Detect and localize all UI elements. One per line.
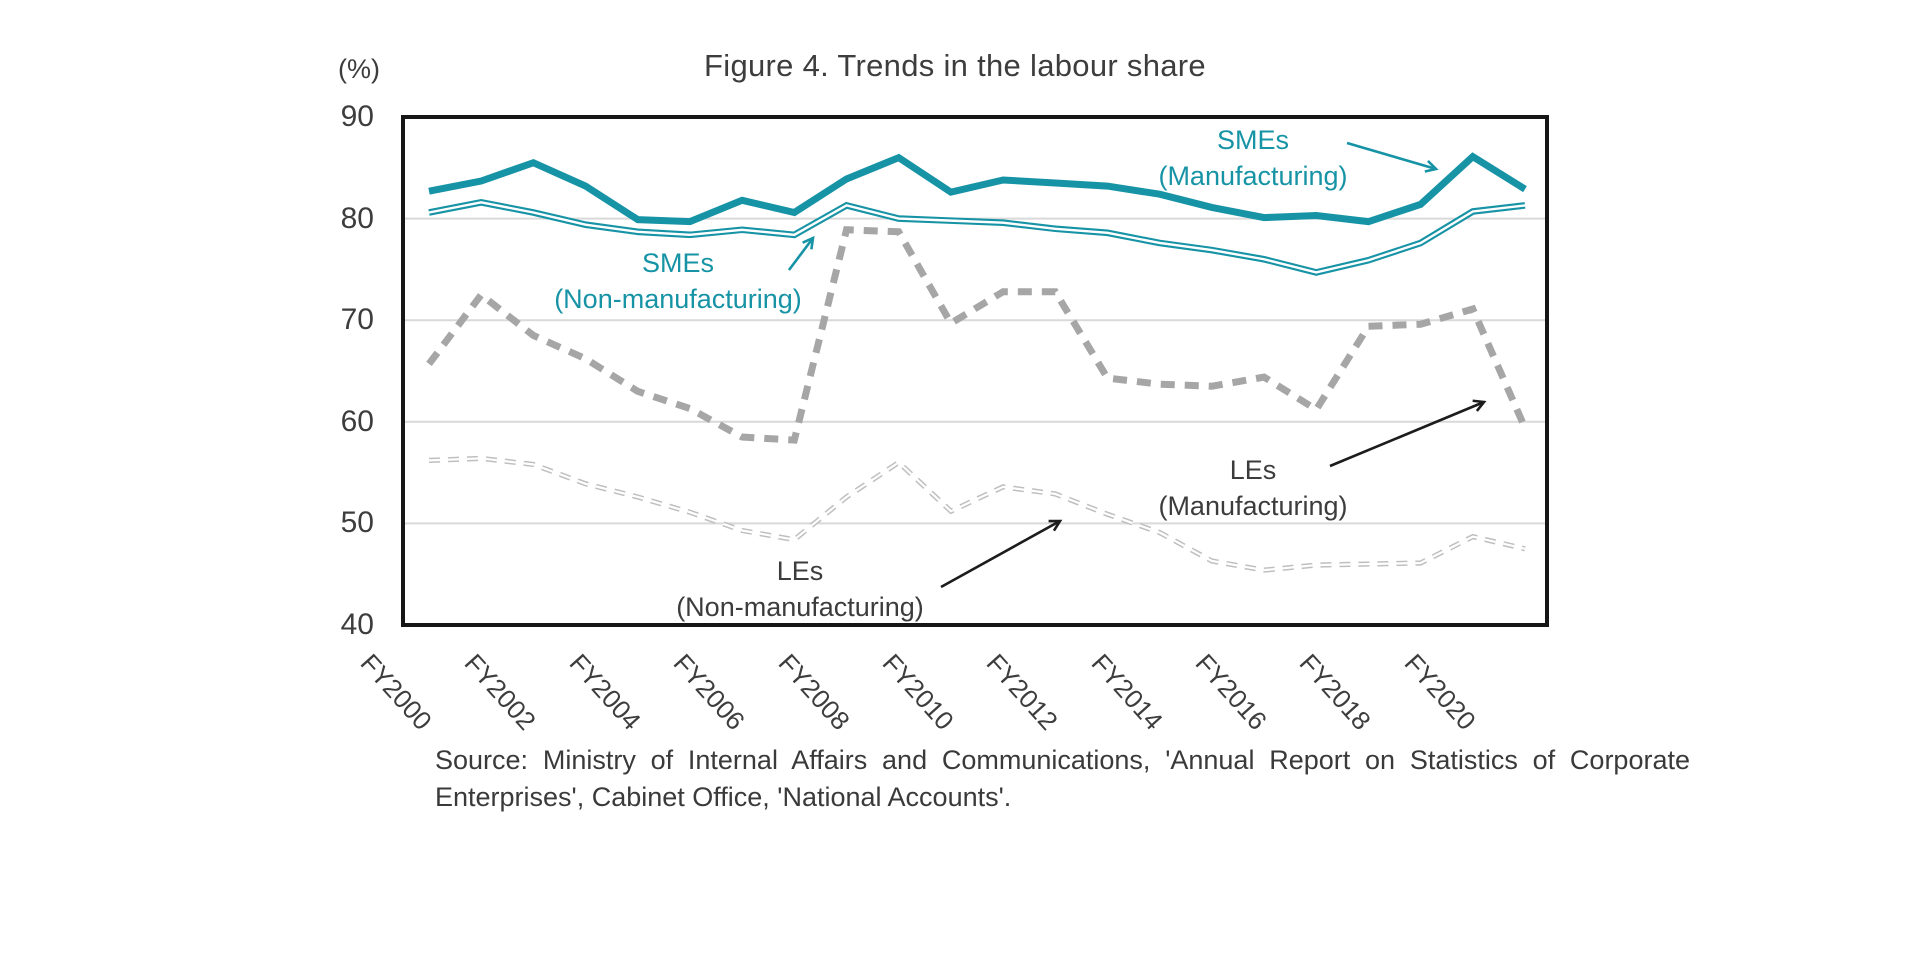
series-label-smes-manufacturing: SMEs (Manufacturing) xyxy=(1093,122,1413,194)
y-axis-unit-label: (%) xyxy=(338,54,380,84)
y-tick-label-60: 60 xyxy=(340,404,374,438)
series-label-smes-non-manufacturing: SMEs (Non-manufacturing) xyxy=(518,245,838,317)
series-label-line: (Non-manufacturing) xyxy=(676,592,924,622)
y-tick-label-40: 40 xyxy=(340,608,374,641)
series-label-line: (Manufacturing) xyxy=(1158,491,1348,521)
series-label-line: SMEs xyxy=(641,248,714,278)
annotation-arrows xyxy=(787,141,1487,589)
series-label-line: (Non-manufacturing) xyxy=(554,284,802,314)
source-note: Source: Ministry of Internal Affairs and… xyxy=(435,742,1690,816)
y-tick-label-80: 80 xyxy=(340,201,374,235)
series-label-les-manufacturing: LEs (Manufacturing) xyxy=(1093,452,1413,524)
arrow-les-manufacturing xyxy=(1329,399,1487,468)
y-tick-label-90: 90 xyxy=(340,100,374,133)
series-label-line: SMEs xyxy=(1216,125,1289,155)
arrow-les-non-manufacturing xyxy=(940,519,1063,589)
series-label-line: LEs xyxy=(776,556,824,586)
arrow-smes-manufacturing xyxy=(1346,141,1439,173)
series-line-smes-manufacturing xyxy=(428,152,1527,226)
source-line-1: Source: Ministry of Internal Affairs and… xyxy=(435,745,1690,775)
source-line-2: Enterprises', Cabinet Office, 'National … xyxy=(435,782,1012,812)
y-tick-label-70: 70 xyxy=(340,303,374,337)
series-label-line: LEs xyxy=(1229,455,1277,485)
series-label-les-non-manufacturing: LEs (Non-manufacturing) xyxy=(640,553,960,625)
series-line-les-manufacturing xyxy=(426,226,1529,444)
plot-border xyxy=(401,115,1549,627)
series-lines xyxy=(426,152,1529,573)
chart-title: Figure 4. Trends in the labour share xyxy=(704,48,1206,83)
arrow-smes-non-manufacturing xyxy=(787,235,815,271)
series-line-les-non-manufacturing-core xyxy=(428,457,1526,572)
series-label-line: (Manufacturing) xyxy=(1158,161,1348,191)
series-line-smes-non-manufacturing-core xyxy=(428,201,1526,274)
y-tick-label-50: 50 xyxy=(340,506,374,540)
